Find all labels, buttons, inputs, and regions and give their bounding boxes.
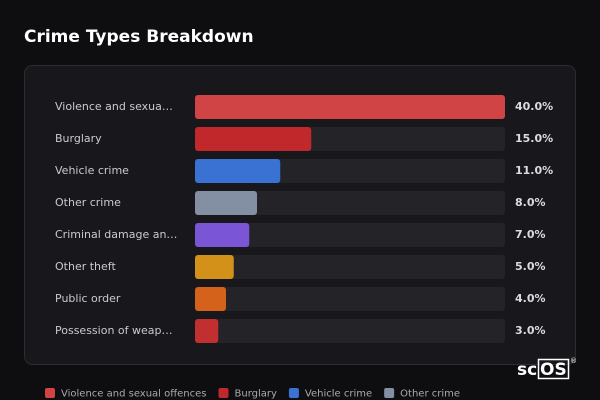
category-label: Burglary	[55, 132, 102, 145]
category-label: Criminal damage an…	[55, 228, 177, 241]
bar	[195, 287, 226, 311]
category-label: Vehicle crime	[55, 164, 129, 177]
category-label: Other crime	[55, 196, 121, 209]
category-label: Public order	[55, 292, 121, 305]
bar	[195, 319, 219, 343]
logo-mark: ®	[570, 357, 577, 365]
bar	[195, 191, 257, 215]
category-label: Other theft	[55, 260, 116, 273]
bar-track	[195, 255, 505, 279]
bar-track	[195, 191, 505, 215]
bar-track	[195, 287, 505, 311]
bar-track	[195, 223, 505, 247]
legend-label: Other crime	[400, 389, 460, 400]
value-label: 7.0%	[515, 228, 546, 241]
value-label: 5.0%	[515, 260, 546, 273]
value-label: 8.0%	[515, 196, 546, 209]
bar	[195, 255, 234, 279]
chart-title: Crime Types Breakdown	[24, 27, 254, 47]
legend-label: Vehicle crime	[305, 389, 372, 400]
legend-swatch	[45, 388, 55, 398]
category-label: Violence and sexua…	[55, 100, 173, 113]
logo-box	[537, 358, 570, 380]
legend-swatch	[384, 388, 395, 398]
legend-label: Burglary	[235, 389, 277, 400]
legend-swatch	[218, 388, 229, 398]
bar	[195, 95, 505, 119]
legend-label: Violence and sexual offences	[61, 389, 207, 400]
bar-track	[195, 319, 505, 343]
value-label: 4.0%	[515, 292, 546, 305]
legend-swatch	[288, 388, 299, 398]
category-label: Possession of weap…	[55, 324, 173, 337]
value-label: 11.0%	[515, 164, 553, 177]
bar	[195, 127, 312, 151]
bar	[195, 223, 250, 247]
value-label: 40.0%	[515, 100, 553, 113]
value-label: 15.0%	[515, 132, 553, 145]
value-label: 3.0%	[515, 324, 546, 337]
logo-boxed: OS	[540, 360, 567, 380]
bar	[195, 159, 281, 183]
logo-prefix: sc	[517, 360, 537, 380]
